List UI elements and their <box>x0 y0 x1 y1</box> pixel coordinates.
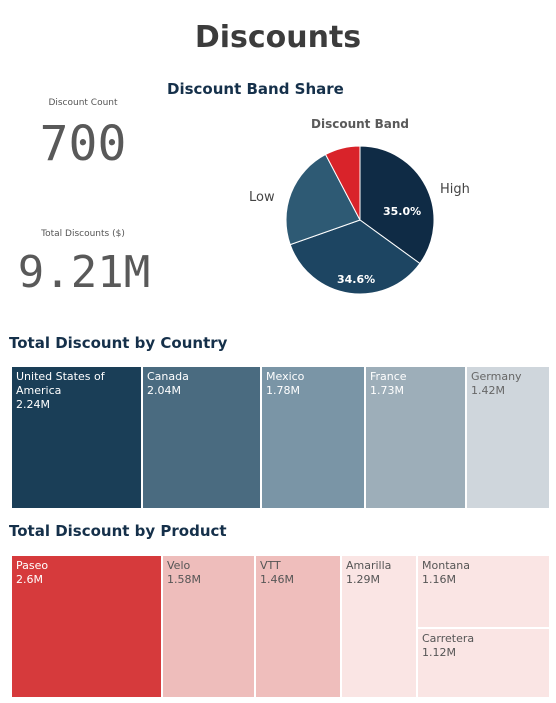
product-cell-name: Carretera <box>422 632 475 645</box>
country-cell-value: 1.42M <box>471 384 505 397</box>
product-cell-name: Amarilla <box>346 559 392 572</box>
country-cell[interactable]: United States of America 2.24M <box>12 367 141 508</box>
product-treemap: Paseo 2.6M Velo 1.58M VTT 1.46M Amarilla 1.29M M… <box>12 556 549 697</box>
pie-section-title: Discount Band Share <box>167 80 344 98</box>
pie-label-high: High <box>440 182 470 197</box>
page-title: Discounts <box>194 20 362 55</box>
product-cell[interactable]: Montana 1.16M <box>418 556 549 627</box>
total-discounts-label: Total Discounts ($) <box>41 229 125 239</box>
country-cell-name: France <box>370 370 407 383</box>
discount-count-label: Discount Count <box>48 98 118 108</box>
discount-count-value: 700 <box>39 116 127 172</box>
country-cell[interactable]: France 1.73M <box>366 367 465 508</box>
product-cell-value: 2.6M <box>16 573 43 586</box>
product-cell[interactable]: Paseo 2.6M <box>12 556 161 697</box>
product-cell-name: Paseo <box>16 559 49 572</box>
product-cell-value: 1.16M <box>422 573 456 586</box>
product-cell-name: VTT <box>260 559 281 572</box>
product-cell-value: 1.46M <box>260 573 294 586</box>
product-cell-value: 1.29M <box>346 573 380 586</box>
total-discounts-value: 9.21M <box>17 247 151 298</box>
product-cell[interactable]: Carretera 1.12M <box>418 629 549 697</box>
country-cell-name: Canada <box>147 370 189 383</box>
country-cell[interactable]: Mexico 1.78M <box>262 367 364 508</box>
country-cell-value: 2.24M <box>16 398 50 411</box>
product-cell[interactable]: VTT 1.46M <box>256 556 340 697</box>
product-cell[interactable]: Velo 1.58M <box>163 556 254 697</box>
product-cell-value: 1.58M <box>167 573 201 586</box>
product-cell[interactable]: Amarilla 1.29M <box>342 556 416 697</box>
country-cell[interactable]: Germany 1.42M <box>467 367 549 508</box>
product-cell-name: Montana <box>422 559 470 572</box>
country-cell-value: 1.78M <box>266 384 300 397</box>
pie-slice-high[interactable] <box>359 145 435 265</box>
country-cell-name: United States of America <box>16 370 105 397</box>
product-cell-name: Velo <box>167 559 191 572</box>
country-cell[interactable]: Canada 2.04M <box>143 367 260 508</box>
pie-slice-low[interactable] <box>285 153 361 246</box>
country-cell-value: 2.04M <box>147 384 181 397</box>
pie-slice-medium[interactable] <box>289 219 421 295</box>
country-cell-name: Mexico <box>266 370 305 383</box>
country-section-title: Total Discount by Country <box>9 334 228 352</box>
country-treemap: United States of America 2.24M Canada 2.04M… <box>12 367 549 508</box>
pie-label-low: Low <box>249 190 275 205</box>
pie-slice-none[interactable] <box>324 145 361 221</box>
pie-slices <box>285 145 435 295</box>
country-cell-name: Germany <box>471 370 522 383</box>
product-cell-value: 1.12M <box>422 646 456 659</box>
product-section-title: Total Discount by Product <box>9 522 227 540</box>
pie-pct-high: 35.0% <box>383 205 421 218</box>
pie-chart-title: Discount Band <box>311 117 409 131</box>
country-cell-value: 1.73M <box>370 384 404 397</box>
pie-chart: High Low 35.0% 34.6% <box>249 145 470 295</box>
pie-pct-medium: 34.6% <box>337 273 375 286</box>
